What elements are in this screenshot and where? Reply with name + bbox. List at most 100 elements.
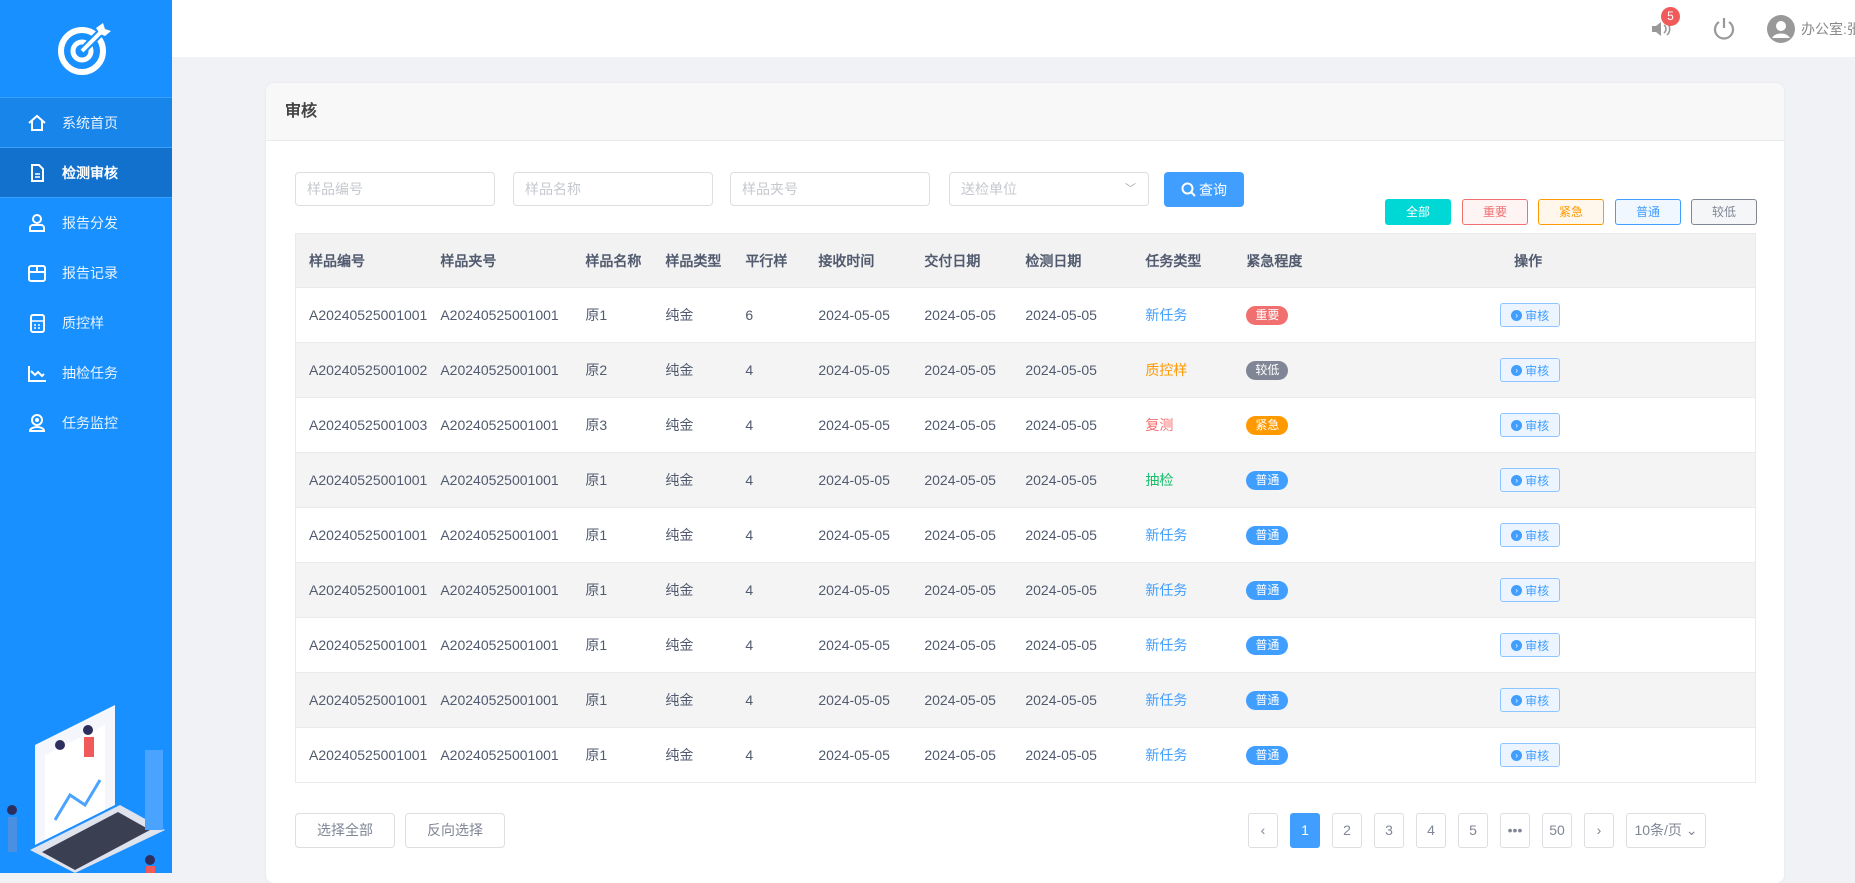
urgency-badge: 普通 [1246, 690, 1289, 710]
filter-tag-3[interactable]: 普通 [1615, 199, 1681, 225]
table-cell: 4 [732, 507, 806, 563]
table-cell: 4 [732, 672, 806, 728]
review-button[interactable]: › 审核 [1500, 578, 1561, 602]
sample-name-input[interactable]: 样品名称 [513, 172, 713, 206]
task-type: 新任务 [1145, 307, 1188, 323]
task-type: 抽检 [1145, 472, 1174, 488]
review-label: 审核 [1525, 528, 1550, 543]
user-menu[interactable]: 办公室:张 [1767, 14, 1855, 43]
table-cell: A20240525001001 [295, 452, 428, 508]
table-cell: 原1 [572, 617, 653, 673]
table-cell: 新任务 [1132, 287, 1234, 343]
review-button[interactable]: › 审核 [1500, 688, 1561, 712]
table-cell: 4 [732, 452, 806, 508]
table-cell: A20240525001001 [295, 562, 428, 618]
filter-tag-0[interactable]: 全部 [1385, 199, 1451, 225]
table-cell: 2024-05-05 [911, 452, 1013, 508]
table-cell: 2024-05-05 [1012, 452, 1133, 508]
query-button[interactable]: 查询 [1164, 172, 1244, 207]
urgency-badge: 重要 [1246, 305, 1289, 325]
table-cell: 4 [732, 342, 806, 398]
chart-icon [28, 366, 46, 382]
urgency-badge: 普通 [1246, 580, 1289, 600]
table-cell: 新任务 [1132, 617, 1234, 673]
sidebar-item[interactable]: 抽检任务 [0, 348, 172, 398]
notification-button[interactable]: 5 [1649, 6, 1680, 41]
sidebar-item[interactable]: 任务监控 [0, 398, 172, 448]
table-row: A20240525001002 A20240525001001 原2 纯金 4 2024-… [295, 342, 1756, 398]
top-bar: 5 办公室:张 [172, 0, 1855, 57]
review-button[interactable]: › 审核 [1500, 743, 1561, 767]
table-cell: 2024-05-05 [911, 672, 1013, 728]
table-cell: 较低 [1233, 342, 1424, 398]
table-cell: 2024-05-05 [911, 507, 1013, 563]
sample-clip-input[interactable]: 样品夹号 [730, 172, 930, 206]
table-cell: A20240525001002 [295, 342, 428, 398]
table-cell: 2024-05-05 [805, 562, 912, 618]
urgency-badge: 较低 [1246, 360, 1289, 380]
table-cell: A20240525001001 [427, 342, 573, 398]
task-type: 质控样 [1145, 362, 1188, 378]
urgency-badge: 普通 [1246, 470, 1289, 490]
table-cell: 原2 [572, 342, 653, 398]
task-type: 复测 [1145, 417, 1174, 433]
table-cell: 新任务 [1132, 727, 1234, 783]
page-title: 审核 [266, 83, 1784, 141]
prev-page-button[interactable]: ‹ [1248, 813, 1278, 848]
sample-no-input[interactable]: 样品编号 [295, 172, 495, 206]
table-cell: 2024-05-05 [911, 617, 1013, 673]
table-cell: 4 [732, 397, 806, 453]
sidebar-item-label: 抽检任务 [62, 365, 118, 381]
task-type: 新任务 [1145, 747, 1188, 763]
review-button[interactable]: › 审核 [1500, 413, 1561, 437]
page-button[interactable]: ••• [1500, 813, 1530, 848]
select-all-button[interactable]: 选择全部 [295, 813, 395, 848]
sidebar-item[interactable]: 质控样 [0, 298, 172, 348]
review-card: 审核 样品编号 样品名称 样品夹号 送检单位 ﹀ 查询 全部 重要 紧急 普通 较低 样品… [266, 83, 1784, 883]
review-button[interactable]: › 审核 [1500, 303, 1561, 327]
page-button[interactable]: 3 [1374, 813, 1404, 848]
table-cell: 2024-05-05 [1012, 562, 1133, 618]
table-cell: 紧急 [1233, 397, 1424, 453]
task-type: 新任务 [1145, 527, 1188, 543]
page-button[interactable]: 50 [1542, 813, 1572, 848]
page-button[interactable]: 4 [1416, 813, 1446, 848]
filter-tag-2[interactable]: 紧急 [1538, 199, 1604, 225]
table-cell: 纯金 [652, 342, 733, 398]
review-label: 审核 [1525, 308, 1550, 323]
chevron-right-icon: › [1511, 639, 1523, 651]
sidebar-item[interactable]: 报告分发 [0, 198, 172, 248]
filter-tag-1[interactable]: 重要 [1462, 199, 1528, 225]
page-button[interactable]: 5 [1458, 813, 1488, 848]
next-page-button[interactable]: › [1584, 813, 1614, 848]
search-icon [1181, 182, 1196, 197]
table-cell: 2024-05-05 [911, 342, 1013, 398]
invert-selection-button[interactable]: 反向选择 [405, 813, 505, 848]
power-icon[interactable] [1711, 16, 1737, 42]
urgency-badge: 普通 [1246, 525, 1289, 545]
column-header: 样品编号 [295, 233, 428, 288]
table-row: A20240525001001 A20240525001001 原1 纯金 4 2024-… [295, 727, 1756, 783]
sidebar-item-label: 任务监控 [62, 415, 118, 431]
sidebar-item[interactable]: 检测审核 [0, 148, 172, 198]
page-button[interactable]: 2 [1332, 813, 1362, 848]
table-cell: 纯金 [652, 452, 733, 508]
action-cell: › 审核 [1423, 342, 1756, 398]
page-button[interactable]: 1 [1290, 813, 1320, 848]
table-cell: A20240525001001 [427, 397, 573, 453]
review-button[interactable]: › 审核 [1500, 523, 1561, 547]
sidebar-item-label: 系统首页 [62, 114, 118, 131]
unit-select[interactable]: 送检单位 ﹀ [949, 172, 1149, 206]
table-cell: 2024-05-05 [805, 342, 912, 398]
review-button[interactable]: › 审核 [1500, 358, 1561, 382]
table-cell: 新任务 [1132, 507, 1234, 563]
table-row: A20240525001001 A20240525001001 原1 纯金 4 2024-… [295, 562, 1756, 618]
sidebar-item[interactable]: 系统首页 [0, 98, 172, 148]
filter-tag-4[interactable]: 较低 [1691, 199, 1757, 225]
table-cell: A20240525001001 [427, 727, 573, 783]
urgency-badge: 紧急 [1246, 415, 1289, 435]
review-button[interactable]: › 审核 [1500, 468, 1561, 492]
sidebar-item[interactable]: 报告记录 [0, 248, 172, 298]
review-button[interactable]: › 审核 [1500, 633, 1561, 657]
page-size-select[interactable]: 10条/页 ⌄ [1626, 813, 1706, 848]
